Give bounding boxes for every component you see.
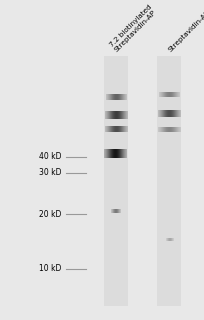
Bar xyxy=(103,56,127,306)
Text: 30 kD: 30 kD xyxy=(39,168,61,177)
Text: 40 kD: 40 kD xyxy=(39,152,61,161)
Text: 7.2 biotinylated
Streptavidin-AP: 7.2 biotinylated Streptavidin-AP xyxy=(108,4,157,53)
Bar xyxy=(157,56,180,306)
Text: 10 kD: 10 kD xyxy=(39,264,61,273)
Text: Streptavidin-AP: Streptavidin-AP xyxy=(166,9,204,53)
Text: 20 kD: 20 kD xyxy=(39,210,61,219)
